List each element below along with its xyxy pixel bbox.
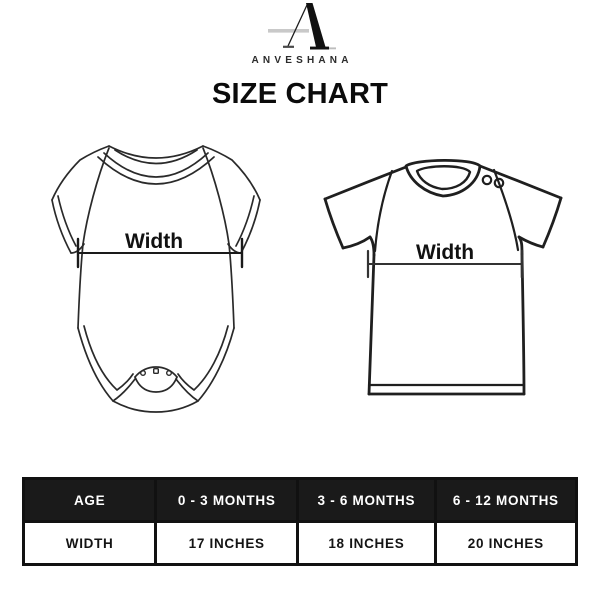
tshirt-shoulder-snaps <box>481 174 505 189</box>
size-table-width-3-6: 18 INCHES <box>296 523 434 563</box>
size-table-width-0-3: 17 INCHES <box>154 523 296 563</box>
tshirt-width-dimension: Width <box>366 241 524 279</box>
size-table-width-row-label: WIDTH <box>65 535 114 551</box>
size-table: AGE 0 - 3 MONTHS 3 - 6 MONTHS 6 - 12 MON… <box>22 477 578 566</box>
bodysuit-width-dimension: Width <box>76 230 244 269</box>
tshirt-diagram: Width <box>323 159 563 396</box>
bodysuit-diagram: Width <box>51 145 261 413</box>
bodysuit-sleeves <box>51 145 261 254</box>
size-table-width-6-12: 20 INCHES <box>433 523 575 563</box>
logo-foot-serif <box>310 46 329 50</box>
logo-crossbar <box>268 29 309 33</box>
tshirt-body-outline <box>323 164 563 396</box>
size-table-header-row: AGE 0 - 3 MONTHS 3 - 6 MONTHS 6 - 12 MON… <box>25 480 575 520</box>
brand-name: ANVESHANA <box>251 55 353 66</box>
size-table-width-row: WIDTH 17 INCHES 18 INCHES 20 INCHES <box>25 520 575 563</box>
logo-foot-shadow <box>329 47 336 50</box>
tshirt-armhole-seams <box>373 168 520 253</box>
brand-logo <box>268 3 336 50</box>
size-table-header-0-3-months: 0 - 3 MONTHS <box>154 480 296 520</box>
size-table-header-6-12-months: 6 - 12 MONTHS <box>433 480 575 520</box>
bodysuit-crotch-snaps <box>139 367 172 376</box>
size-table-header-age: AGE <box>73 492 106 508</box>
logo-a-glyph <box>268 3 336 50</box>
page-title: SIZE CHART <box>212 78 388 110</box>
logo-left-stroke <box>287 4 308 47</box>
logo-right-stroke <box>306 3 326 47</box>
tshirt-collar <box>404 159 482 198</box>
tshirt-width-label: Width <box>416 241 474 264</box>
bodysuit-body <box>77 243 235 413</box>
bodysuit-width-label: Width <box>125 230 183 253</box>
size-table-header-3-6-months: 3 - 6 MONTHS <box>296 480 434 520</box>
bodysuit-neckline <box>97 145 215 185</box>
